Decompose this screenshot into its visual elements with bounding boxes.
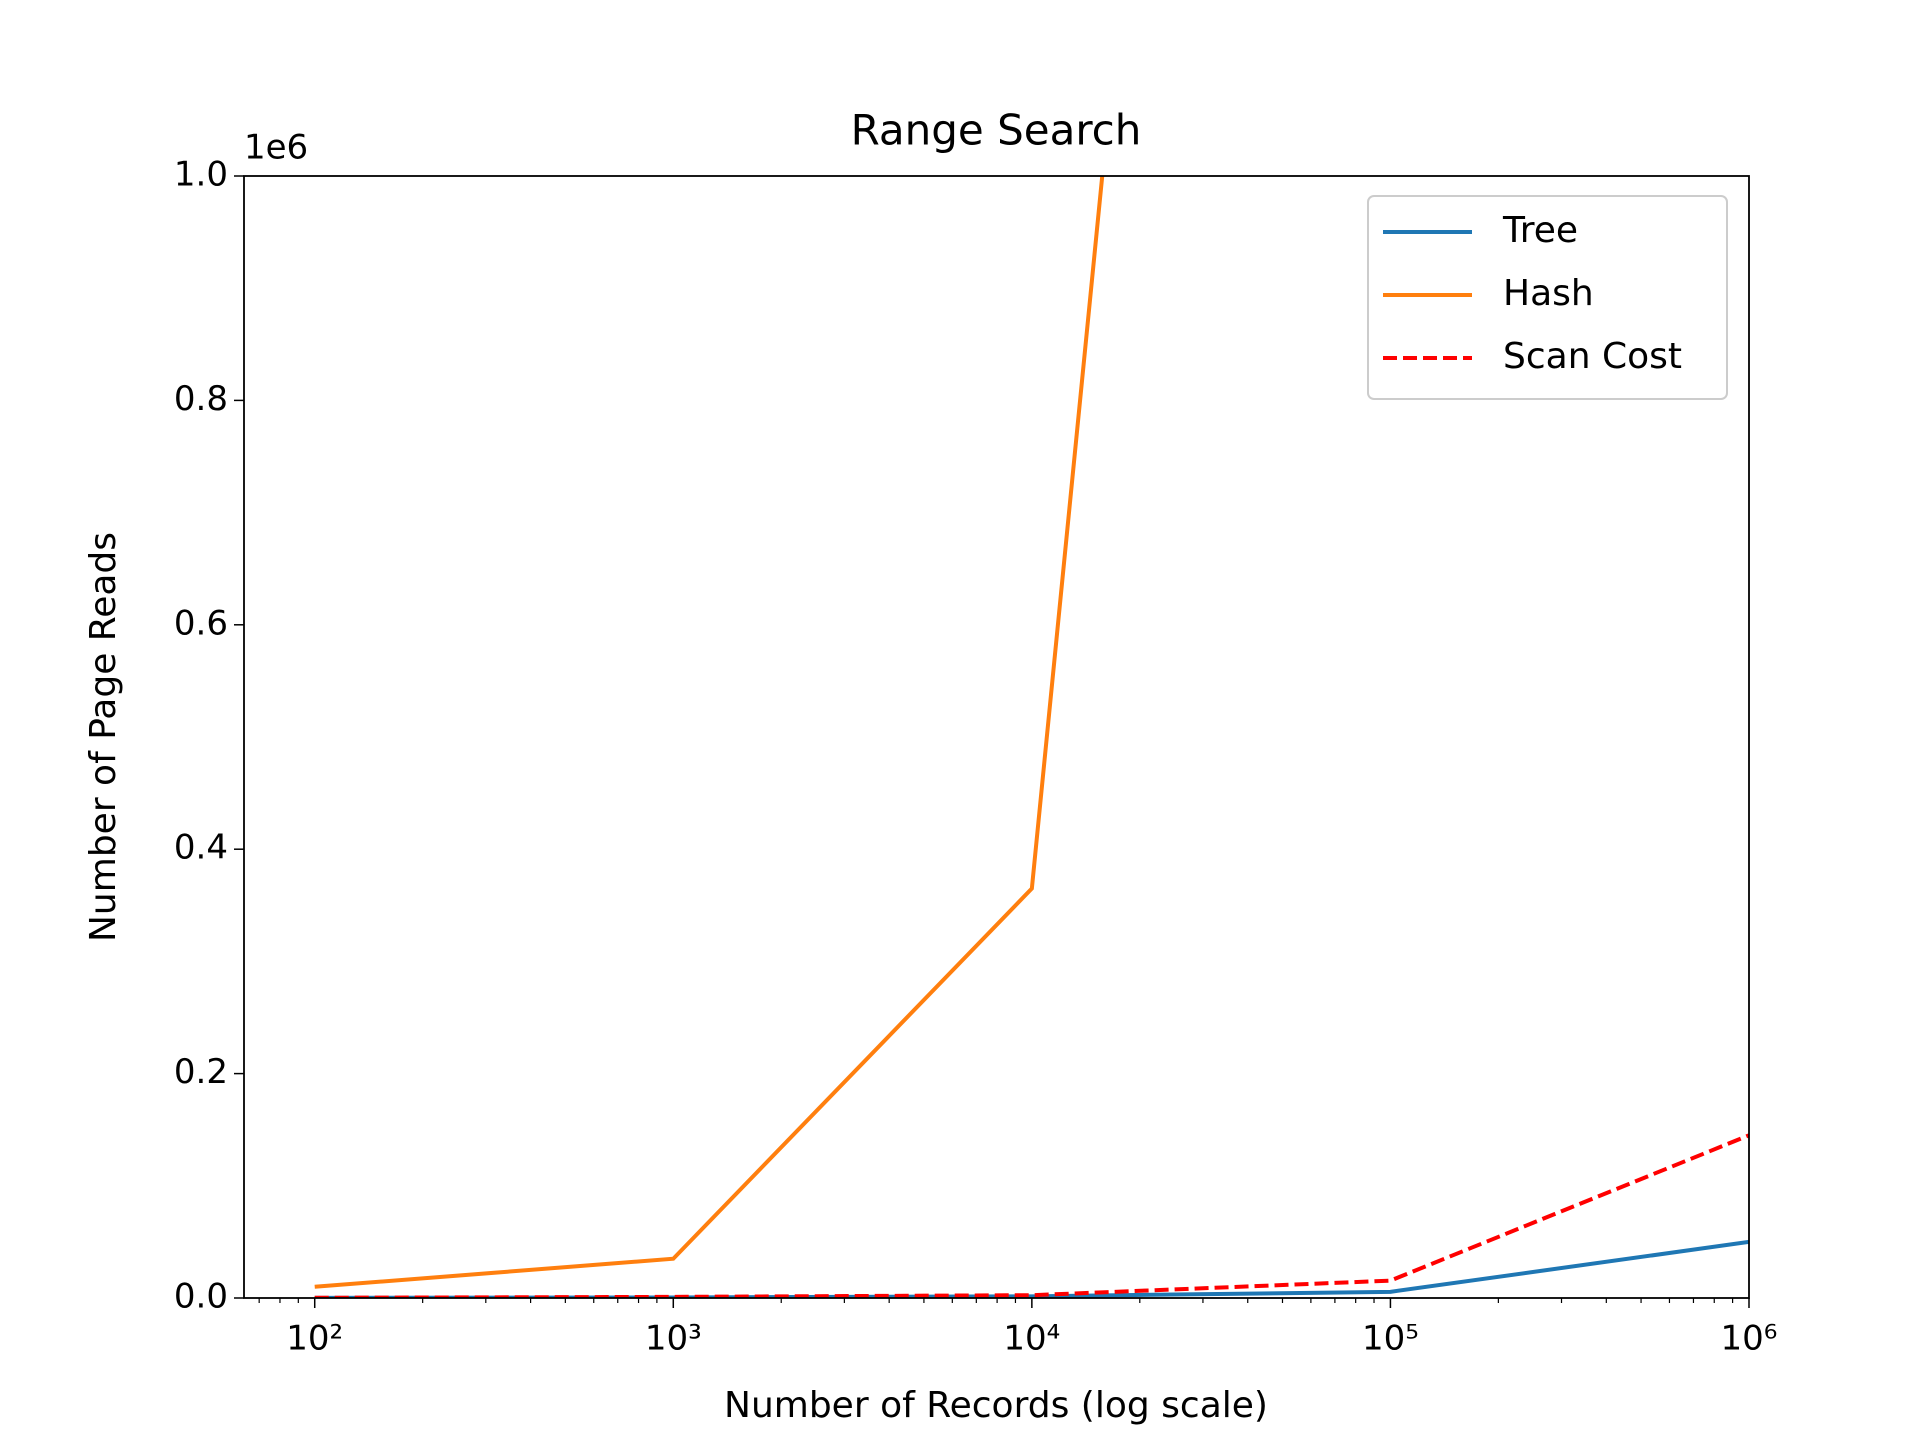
legend-label: Hash [1503, 273, 1594, 314]
x-axis-label: Number of Records (log scale) [724, 1385, 1268, 1426]
y-tick-label: 0.2 [174, 1052, 228, 1092]
y-tick-label: 0.4 [174, 828, 228, 868]
x-tick-label: 10⁴ [1003, 1319, 1060, 1359]
x-tick-label: 10² [286, 1319, 343, 1359]
x-tick-label: 10³ [645, 1319, 702, 1359]
y-axis-label: Number of Page Reads [83, 532, 124, 942]
y-tick-label: 1.0 [174, 155, 228, 195]
y-tick-label: 0.6 [174, 603, 228, 643]
legend-label: Tree [1502, 210, 1578, 251]
plot-frame [243, 175, 1750, 1299]
legend-box [1367, 195, 1728, 400]
series-line [314, 176, 1105, 1289]
x-tick-label: 10⁶ [1721, 1319, 1778, 1359]
chart-title: Range Search [851, 106, 1142, 155]
legend-label: Scan Cost [1503, 336, 1682, 377]
y-tick-label: 0.8 [174, 379, 228, 419]
series-line [314, 1133, 1749, 1298]
x-tick-label: 10⁵ [1362, 1319, 1419, 1359]
plot-area [314, 176, 1749, 1298]
y-tick-label: 0.0 [174, 1277, 228, 1317]
y-offset-label: 1e6 [244, 128, 308, 168]
